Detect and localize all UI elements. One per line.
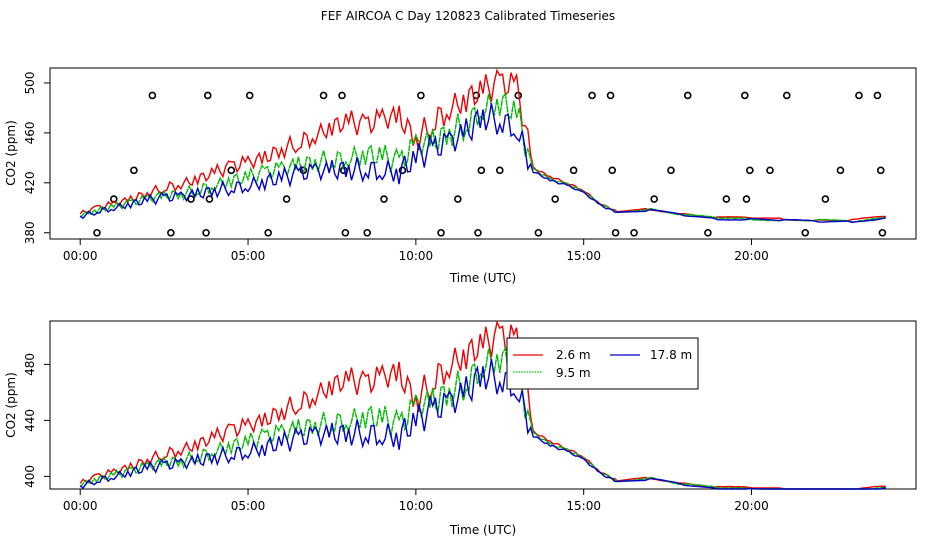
marker-point — [245, 91, 254, 100]
marker-point — [203, 91, 212, 100]
marker-point — [801, 228, 810, 237]
marker-point — [742, 195, 751, 203]
marker-point — [569, 166, 578, 175]
marker-point — [380, 195, 388, 203]
x-tick-label: 10:00 — [399, 499, 434, 513]
marker-point — [398, 166, 407, 175]
marker-point — [495, 166, 504, 175]
y-tick-label: 440 — [23, 409, 37, 432]
marker-point — [782, 91, 791, 100]
marker-point — [93, 228, 101, 237]
marker-point — [437, 228, 445, 237]
y-tick-label: 400 — [23, 465, 37, 488]
y-tick-label: 460 — [23, 121, 37, 144]
legend-label-2-6m: 2.6 m — [556, 348, 591, 362]
y-tick-label: 480 — [23, 353, 37, 376]
legend-label-9-5m: 9.5 m — [556, 366, 591, 380]
x-tick-label: 15:00 — [566, 249, 601, 263]
marker-point — [202, 228, 210, 237]
plot-frame — [49, 67, 917, 240]
x-axis-label: Time (UTC) — [449, 523, 516, 537]
y-axis-label: CO2 (ppm) — [4, 372, 18, 438]
y-tick-label: 420 — [23, 171, 37, 194]
panel-bottom: 00:00 05:00 10:00 15:00 20:00 400 440 480 Time… — [4, 320, 917, 537]
legend-box — [506, 337, 699, 390]
x-tick-label: 10:00 — [399, 249, 434, 263]
marker-point — [205, 195, 214, 203]
x-tick-label: 00:00 — [63, 499, 98, 513]
plot-frame — [49, 320, 917, 490]
marker-point — [299, 166, 308, 175]
x-tick-label: 05:00 — [231, 249, 266, 263]
marker-point — [611, 228, 620, 237]
marker-point — [454, 195, 462, 203]
marker-point — [363, 228, 371, 237]
marker-point — [227, 166, 236, 175]
y-axis-label: CO2 (ppm) — [4, 120, 18, 186]
marker-point — [650, 195, 658, 203]
marker-point — [264, 228, 272, 237]
marker-point — [130, 166, 138, 175]
legend-label-17-8m: 17.8 m — [650, 348, 692, 362]
series-line-2-6-m — [79, 68, 886, 222]
marker-point — [477, 166, 486, 175]
marker-point — [855, 91, 863, 100]
marker-point — [878, 228, 887, 237]
series-line-17-8-m — [79, 102, 886, 224]
marker-point — [704, 228, 712, 237]
marker-point — [766, 166, 774, 175]
marker-point — [608, 166, 617, 175]
y-tick-label: 500 — [23, 72, 37, 95]
x-tick-label: 05:00 — [231, 499, 266, 513]
x-axis-label: Time (UTC) — [449, 271, 516, 285]
marker-point — [876, 166, 885, 175]
y-tick-label: 380 — [23, 221, 37, 244]
marker-point — [821, 195, 830, 203]
marker-point — [282, 195, 291, 203]
x-tick-label: 15:00 — [566, 499, 601, 513]
marker-point — [551, 195, 559, 203]
marker-point — [722, 195, 731, 203]
x-tick-label: 00:00 — [63, 249, 98, 263]
marker-point — [873, 91, 882, 100]
marker-point — [836, 166, 845, 175]
marker-point — [606, 91, 615, 100]
marker-point — [341, 228, 350, 237]
x-tick-label: 20:00 — [734, 499, 769, 513]
marker-point — [741, 91, 749, 100]
page-title: FEF AIRCOA C Day 120823 Calibrated Times… — [320, 9, 616, 23]
marker-point — [167, 228, 175, 237]
marker-point — [746, 166, 754, 175]
marker-point — [474, 228, 482, 237]
marker-point — [534, 228, 543, 237]
x-tick-label: 20:00 — [734, 249, 769, 263]
series-line-17-8-m — [79, 358, 886, 490]
panel-top: 00:00 05:00 10:00 15:00 20:00 380 420 460 500 T… — [4, 67, 917, 285]
marker-point — [338, 91, 346, 100]
marker-point — [417, 91, 425, 100]
marker-point — [630, 228, 638, 237]
marker-point — [667, 166, 675, 175]
marker-point — [148, 91, 157, 100]
marker-point — [683, 91, 692, 100]
marker-point — [319, 91, 328, 100]
marker-point — [588, 91, 596, 100]
legend: 2.6 m 9.5 m 17.8 m — [506, 337, 699, 390]
